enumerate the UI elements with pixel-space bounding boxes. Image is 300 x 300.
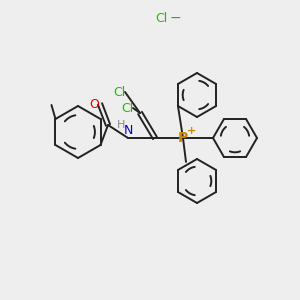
Text: −: −	[170, 11, 182, 25]
Text: Cl: Cl	[121, 101, 133, 115]
Text: Cl: Cl	[113, 85, 125, 98]
Text: P: P	[178, 131, 188, 145]
Text: Cl: Cl	[155, 11, 167, 25]
Text: N: N	[123, 124, 133, 136]
Text: H: H	[117, 120, 125, 130]
Text: +: +	[186, 126, 196, 136]
Text: O: O	[89, 98, 99, 110]
